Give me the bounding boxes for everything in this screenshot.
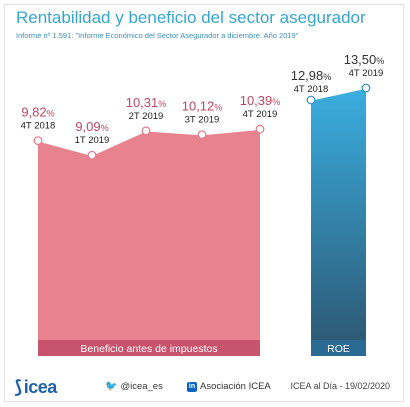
roe-area: [311, 88, 366, 340]
beneficio-value-label: 9,82%: [21, 105, 54, 120]
roe-category-label: 4T 2018: [294, 84, 329, 95]
roe-point: [361, 83, 371, 93]
roe-value-label: 13,50%: [344, 52, 385, 67]
beneficio-category-label: 4T 2018: [21, 121, 56, 132]
beneficio-point: [255, 124, 265, 134]
beneficio-category-label: 2T 2019: [129, 111, 164, 122]
twitter-icon: 🐦: [105, 381, 118, 392]
twitter-handle: @icea_es: [120, 381, 163, 392]
beneficio-value-label: 10,31%: [126, 95, 167, 110]
twitter-link[interactable]: 🐦 @icea_es: [105, 381, 163, 392]
beneficio-area: [38, 129, 260, 340]
roe-point: [306, 95, 316, 105]
beneficio-band-label: Beneficio antes de impuestos: [80, 343, 217, 355]
roe-label-band: [311, 340, 366, 356]
beneficio-point: [197, 130, 207, 140]
linkedin-icon: in: [187, 381, 197, 392]
icea-logo-text: icea: [23, 377, 58, 397]
roe-value-label: 12,98%: [291, 68, 332, 83]
beneficio-category-label: 4T 2019: [243, 109, 278, 120]
beneficio-value-label: 10,39%: [240, 93, 281, 108]
beneficio-category-label: 3T 2019: [185, 115, 220, 126]
footer-note: ICEA al Día - 19/02/2020: [290, 381, 390, 391]
beneficio-point: [33, 136, 43, 146]
linkedin-link[interactable]: in Asociación ICEA: [187, 381, 271, 392]
beneficio-value-label: 9,09%: [75, 119, 108, 134]
beneficio-category-label: 1T 2019: [75, 135, 110, 146]
beneficio-value-label: 10,12%: [182, 99, 223, 114]
chart-title: Rentabilidad y beneficio del sector aseg…: [16, 8, 366, 27]
beneficio-point: [141, 126, 151, 136]
beneficio-point: [87, 150, 97, 160]
linkedin-name: Asociación ICEA: [200, 381, 271, 392]
roe-band-label: ROE: [327, 343, 350, 355]
beneficio-label-band: [38, 340, 260, 356]
icea-logo[interactable]: ⟆ icea: [14, 377, 57, 398]
icea-logo-icon: ⟆: [14, 377, 22, 397]
roe-line: [310, 87, 367, 101]
roe-category-label: 4T 2019: [349, 68, 384, 79]
chart-subtitle: Informe nº 1.591: "Informe Económico del…: [16, 31, 299, 40]
footer: ⟆ icea 🐦 @icea_es in Asociación ICEA ICE…: [0, 370, 410, 400]
